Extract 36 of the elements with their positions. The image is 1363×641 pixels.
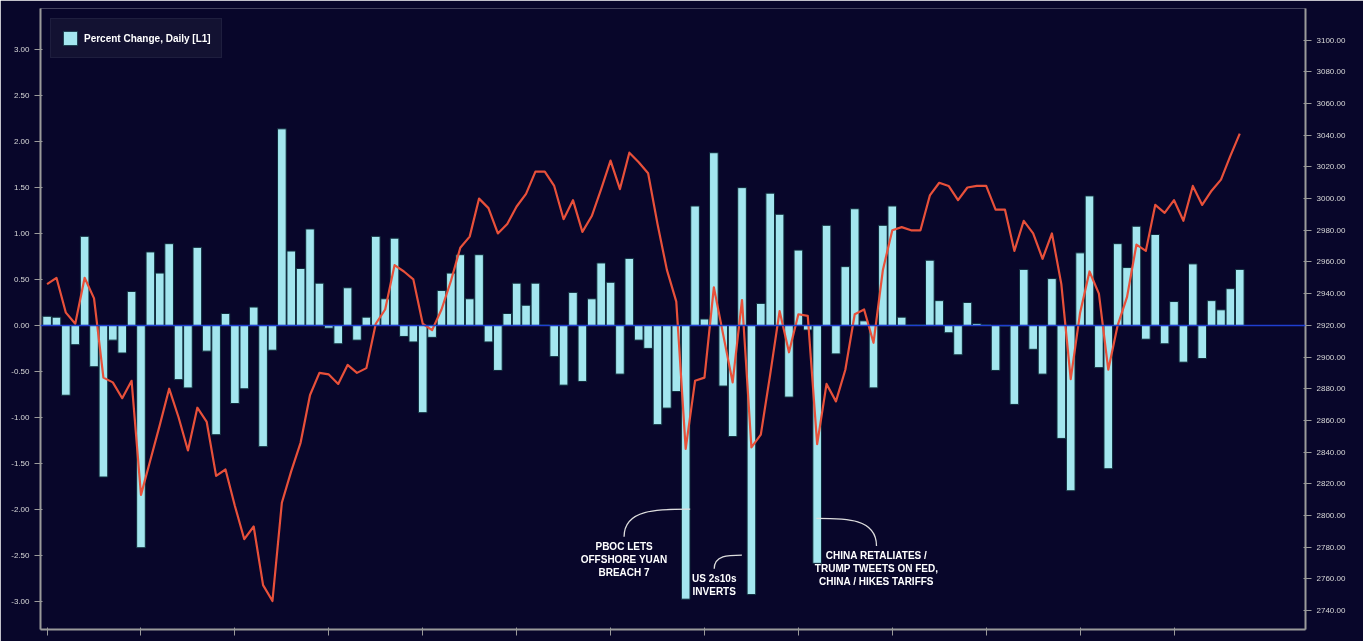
y2-tick-label: 2900.00 (1316, 352, 1346, 362)
y2-tick-label: 3060.00 (1316, 99, 1346, 109)
y-tick-label: 3.00 (13, 45, 31, 55)
annotation: CHINA RETALIATES / TRUMP TWEETS ON FED, CHINA / HIKES TARIFFS (814, 550, 939, 587)
y2-tick-label: 3100.00 (1316, 35, 1346, 45)
y-tick-label: 0.00 (13, 320, 31, 330)
y2-tick-label: 2940.00 (1316, 289, 1346, 299)
y-tick-label: 0.50 (13, 275, 31, 284)
y-tick-label: -1.00 (11, 412, 31, 422)
y2-tick-label: 3080.00 (1316, 67, 1346, 77)
y2-tick-label: 2920.00 (1316, 320, 1346, 330)
y-tick-label: 1.50 (13, 183, 31, 193)
y-tick-label: -2.00 (11, 504, 31, 514)
y-tick-label: 2.50 (13, 91, 31, 101)
y2-tick-label: 2960.00 (1316, 257, 1346, 267)
y2-tick-label: 2800.00 (1316, 510, 1346, 520)
y2-tick-label: 3040.00 (1316, 130, 1346, 140)
y2-tick-label: 2980.00 (1316, 225, 1346, 235)
y-tick-label: 1.00 (13, 229, 31, 239)
annotation: US 2s10s INVERTS (691, 573, 737, 598)
y2-tick-label: 2780.00 (1316, 542, 1346, 552)
y2-tick-label: 2860.00 (1316, 415, 1346, 425)
y2-tick-label: 2880.00 (1316, 384, 1346, 394)
y2-tick-label: 2760.00 (1316, 574, 1346, 584)
y-tick-label: 2.00 (13, 137, 31, 147)
y2-tick-label: 2820.00 (1316, 479, 1346, 489)
annotation: PBOC LETS OFFSHORE YUAN BREACH 7 (580, 541, 668, 578)
y-tick-label: -1.50 (11, 458, 31, 468)
y2-tick-label: 3000.00 (1316, 194, 1346, 204)
y-tick-label: -0.50 (11, 366, 31, 376)
y2-tick-label: 2740.00 (1316, 605, 1346, 615)
y-tick-label: -3.00 (11, 596, 31, 606)
y2-tick-label: 3020.00 (1316, 162, 1346, 172)
y2-tick-label: 2840.00 (1316, 447, 1346, 457)
legend-label: Percent Change, Daily [L1] (84, 32, 211, 44)
y-tick-label: -2.50 (11, 550, 31, 560)
